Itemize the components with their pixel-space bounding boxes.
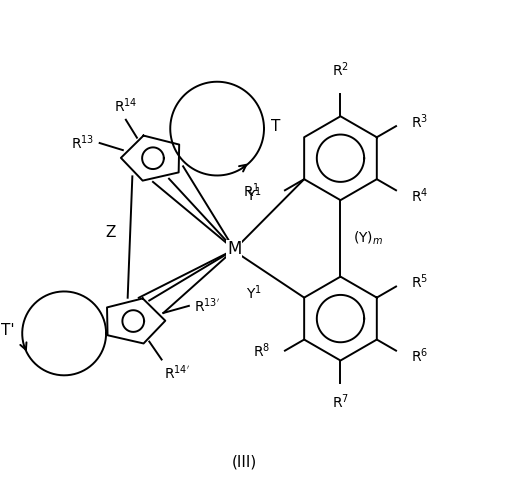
Text: T': T' [1,323,15,338]
Text: M: M [227,241,242,258]
Text: R$^4$: R$^4$ [411,186,428,205]
Text: R$^8$: R$^8$ [253,341,270,360]
Text: R$^{14'}$: R$^{14'}$ [164,364,190,382]
Text: T: T [271,119,281,134]
Text: Y$^1$: Y$^1$ [246,186,262,205]
Text: Z: Z [105,225,116,240]
Text: R$^3$: R$^3$ [411,112,428,131]
Text: R$^{13}$: R$^{13}$ [71,134,95,152]
Text: R$^{13'}$: R$^{13'}$ [194,297,220,315]
Text: R$^{14}$: R$^{14}$ [114,96,138,115]
Text: (Y)$_m$: (Y)$_m$ [353,230,383,247]
Text: R$^5$: R$^5$ [411,272,428,291]
Text: (III): (III) [232,454,257,469]
Text: R$^1$: R$^1$ [243,181,260,200]
Text: R$^6$: R$^6$ [411,346,428,365]
Text: R$^2$: R$^2$ [332,61,349,79]
Text: Y$^1$: Y$^1$ [246,283,262,302]
Text: R$^7$: R$^7$ [332,393,349,411]
